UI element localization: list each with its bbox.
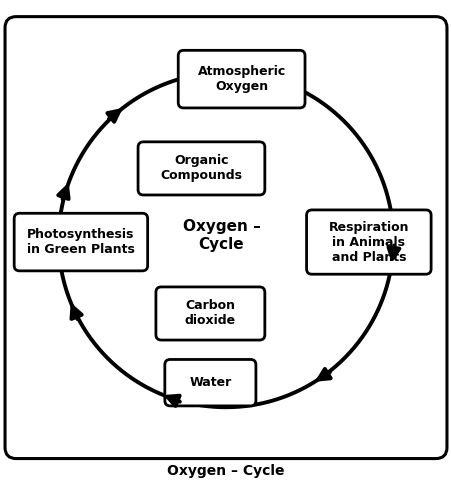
Text: Atmospheric
Oxygen: Atmospheric Oxygen (197, 65, 285, 93)
Text: Carbon
dioxide: Carbon dioxide (184, 300, 235, 327)
FancyBboxPatch shape (156, 287, 264, 340)
Text: Oxygen – Cycle: Oxygen – Cycle (167, 464, 284, 479)
Text: Water: Water (189, 376, 231, 389)
Text: Organic
Compounds: Organic Compounds (160, 155, 242, 182)
FancyBboxPatch shape (306, 210, 430, 274)
Text: Respiration
in Animals
and Plants: Respiration in Animals and Plants (328, 221, 408, 264)
FancyBboxPatch shape (14, 213, 147, 271)
FancyBboxPatch shape (5, 17, 446, 458)
FancyBboxPatch shape (178, 50, 304, 108)
FancyBboxPatch shape (138, 142, 264, 195)
Text: Photosynthesis
in Green Plants: Photosynthesis in Green Plants (27, 228, 134, 256)
FancyBboxPatch shape (165, 360, 255, 406)
Text: Oxygen –
Cycle: Oxygen – Cycle (182, 219, 260, 252)
